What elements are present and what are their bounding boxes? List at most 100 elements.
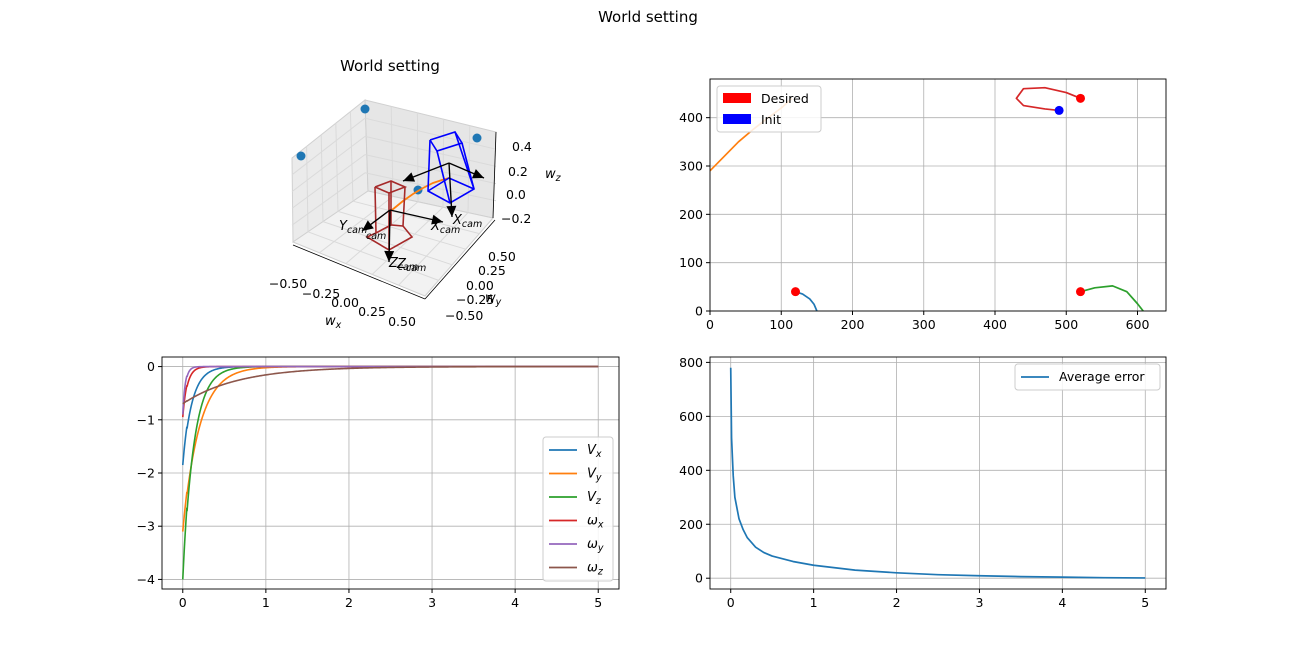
desired-camera-base <box>375 224 404 234</box>
desired-point-2 <box>1076 287 1085 297</box>
y-tick-label: 800 <box>679 355 703 370</box>
grid-3d <box>364 135 497 167</box>
camera-trajectory <box>391 177 450 211</box>
grid-3d <box>291 172 366 226</box>
x-tick-label: 100 <box>769 317 793 332</box>
init-axis-x-arrow-head <box>471 169 484 179</box>
y-tick-label-3d: 0.25 <box>478 263 506 278</box>
x-tick-label: 300 <box>912 317 936 332</box>
y-tick-label: 0 <box>695 571 703 586</box>
x-tick-label: 0 <box>706 317 714 332</box>
y-tick-label: 600 <box>679 409 703 424</box>
x-tick-label: 4 <box>511 595 519 610</box>
grid-3d <box>306 146 309 232</box>
y-tick-label: −4 <box>137 572 155 587</box>
legend-label-1: Vy <box>587 467 602 484</box>
camera-axis-label-2: Zcam <box>388 256 418 273</box>
legend-label-error: Average error <box>1059 369 1145 384</box>
legend-label-2: Vz <box>587 490 602 507</box>
grid-3d <box>364 117 497 150</box>
y-tick-label: 300 <box>679 159 703 174</box>
legend-label-desired: Desired <box>761 91 809 106</box>
z-axis-label-3d: wz <box>545 167 562 184</box>
y-tick-label: 0 <box>147 359 155 374</box>
desired-point-0 <box>791 287 800 297</box>
y-tick-label: 100 <box>679 255 703 270</box>
x-axis-label-3d: wx <box>325 314 342 331</box>
init-axis-z-arrow-head <box>446 205 457 217</box>
velocity-line-3 <box>181 365 599 418</box>
y-tick-label: 200 <box>679 517 703 532</box>
world-point-0 <box>296 151 306 161</box>
y-tick-label: −1 <box>137 412 155 427</box>
grid-3d <box>291 154 366 209</box>
legend-label-5: ωz <box>587 561 604 578</box>
z-tick-label-3d: −0.2 <box>501 211 531 226</box>
feature-trajectory-2 <box>1080 285 1144 311</box>
init-camera-base <box>427 177 475 192</box>
velocity-line-5 <box>182 365 599 405</box>
camera-axis-label-0: Ycam <box>339 219 367 236</box>
y-tick-label: 400 <box>679 110 703 125</box>
legend-swatch-init <box>723 114 751 124</box>
grid-3d <box>320 134 324 222</box>
x-tick-label: 3 <box>428 595 436 610</box>
x-tick-label: 500 <box>1054 317 1078 332</box>
grid-3d <box>442 119 445 208</box>
y-tick-label-3d: −0.25 <box>456 292 494 307</box>
z-tick-label-3d: 0.2 <box>508 164 528 179</box>
camera-axis-label-4: Zcam <box>396 257 426 274</box>
x-tick-label-3d: −0.50 <box>269 276 307 291</box>
grid-3d <box>364 154 497 185</box>
legend-label-init: Init <box>761 112 781 127</box>
y-tick-label-3d: 0.50 <box>488 249 516 264</box>
desired-point-1 <box>1076 93 1085 103</box>
x-tick-label: 5 <box>594 595 602 610</box>
init-camera-edge <box>454 131 475 190</box>
x-tick-label: 3 <box>975 595 983 610</box>
error-frame <box>709 356 1167 590</box>
grid-3d <box>337 210 466 250</box>
y-tick-label-3d: −0.50 <box>445 308 483 323</box>
x-tick-label: 0 <box>727 595 735 610</box>
legend-swatch-desired <box>723 93 751 103</box>
y-tick-label: 0 <box>695 304 703 319</box>
legend-box-3 <box>542 436 614 582</box>
desired-axis-y-arrow-head <box>362 220 374 231</box>
x-tick-label: 400 <box>983 317 1007 332</box>
velocity-frame <box>161 356 620 590</box>
desired-axis-x-arrow-head <box>431 214 443 225</box>
grid-3d <box>291 136 366 192</box>
x-axis-3d <box>292 244 426 300</box>
grid-3d <box>371 206 444 275</box>
grid-3d <box>398 212 469 286</box>
grid-3d <box>319 196 394 254</box>
x-tick-label-3d: 0.50 <box>388 314 416 329</box>
figure-title: World setting <box>598 8 698 26</box>
grid-3d <box>345 201 419 264</box>
grid-3d <box>307 231 439 281</box>
x-tick-label: 1 <box>262 595 270 610</box>
world-point-2 <box>472 133 482 143</box>
y-tick-label: 400 <box>679 463 703 478</box>
feature-trajectory-3 <box>1015 86 1081 112</box>
x-tick-label: 600 <box>1126 317 1150 332</box>
desired-axis-z-arrow-head <box>384 250 395 262</box>
error-line-0 <box>729 367 1146 579</box>
legend-label-0: Vx <box>587 443 602 460</box>
init-axis-y-arrow-head <box>403 172 416 182</box>
x-tick-label: 200 <box>841 317 865 332</box>
error-plot <box>729 367 1146 579</box>
y-tick-label: −3 <box>137 519 155 534</box>
y-tick-label: −2 <box>137 466 155 481</box>
camera-axis-label-3: Xcam <box>452 213 482 230</box>
z-axis-3d <box>492 131 497 219</box>
x-tick-label-3d: 0.00 <box>331 295 359 310</box>
y-tick-label-3d: 0.00 <box>466 278 494 293</box>
x-tick-label: 4 <box>1058 595 1066 610</box>
grid-3d <box>352 200 480 235</box>
velocity-line-1 <box>181 365 599 532</box>
x-tick-label: 5 <box>1141 595 1149 610</box>
feature-trajectory-0 <box>795 290 818 311</box>
